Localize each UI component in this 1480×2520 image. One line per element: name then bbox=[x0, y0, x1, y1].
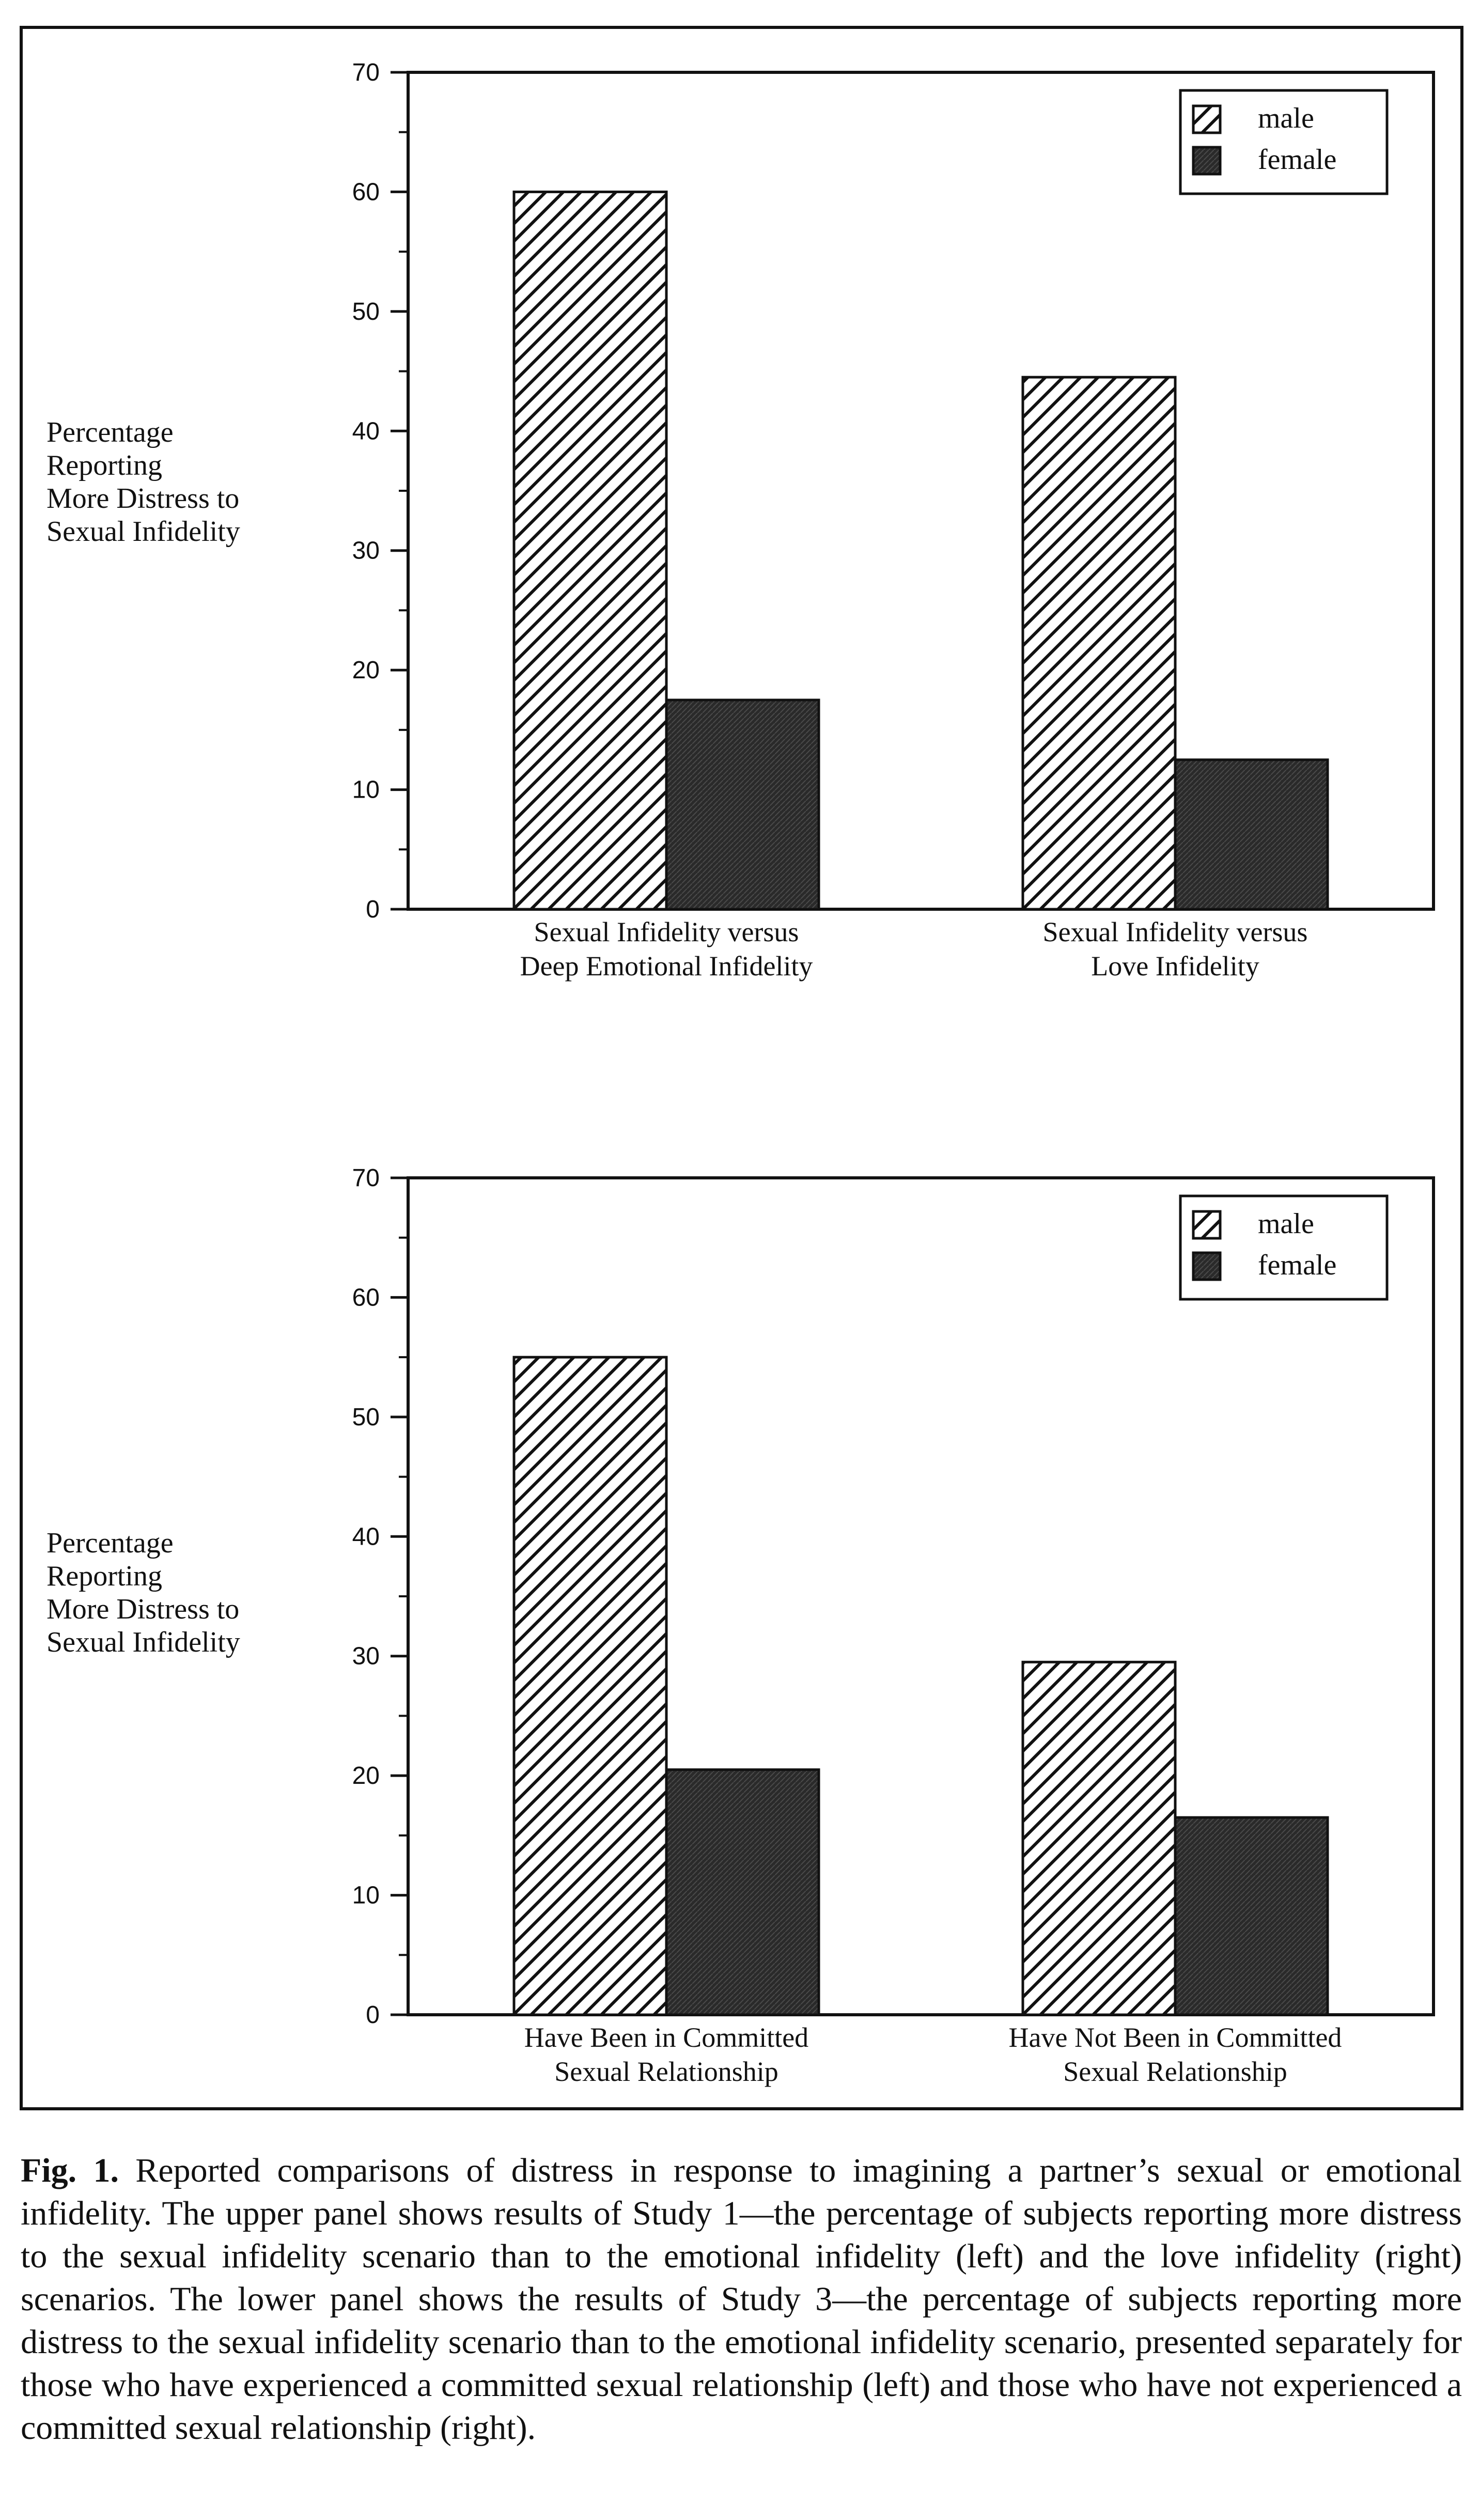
caption-text: Reported comparisons of distress in resp… bbox=[21, 2152, 1462, 2447]
legend: male female bbox=[1179, 89, 1389, 195]
bar-male-0 bbox=[512, 1356, 668, 2016]
legend-label-female: female bbox=[1258, 144, 1336, 176]
category-label-0: Sexual Infidelity versus Deep Emotional I… bbox=[520, 916, 813, 982]
y-tick-label: 10 bbox=[352, 1882, 380, 1909]
y-tick-label: 50 bbox=[352, 298, 380, 325]
y-tick-label: 50 bbox=[352, 1404, 380, 1431]
bar-male-0 bbox=[512, 190, 668, 911]
y-axis-label: Percentage Reporting More Distress to Se… bbox=[46, 416, 240, 548]
y-tick-label: 60 bbox=[352, 1284, 380, 1311]
legend-swatch-female bbox=[1192, 146, 1222, 176]
chart-panel-bottom: Percentage Reporting More Distress to Se… bbox=[0, 1106, 1480, 2190]
bar-female-1 bbox=[1174, 758, 1329, 911]
legend-swatch-male bbox=[1192, 1210, 1222, 1240]
y-axis-label: Percentage Reporting More Distress to Se… bbox=[46, 1527, 240, 1658]
y-tick-label: 30 bbox=[352, 1643, 380, 1670]
y-tick-label: 0 bbox=[366, 896, 380, 923]
bar-female-0 bbox=[665, 698, 820, 911]
figure-caption: Fig. 1. Reported comparisons of distress… bbox=[21, 2149, 1462, 2449]
bar-male-1 bbox=[1021, 376, 1177, 911]
y-tick-label: 40 bbox=[352, 1523, 380, 1550]
legend-swatch-male bbox=[1192, 104, 1222, 134]
legend-swatch-female bbox=[1192, 1251, 1222, 1281]
y-tick-label: 10 bbox=[352, 776, 380, 804]
y-tick-label: 70 bbox=[352, 59, 380, 86]
y-tick-label: 20 bbox=[352, 657, 380, 684]
legend-label-female: female bbox=[1258, 1249, 1336, 1281]
caption-label: Fig. 1. bbox=[21, 2152, 119, 2189]
bar-chart-bottom: 0 10 20 30 40 50 60 70 Have Been in Committed Sex… bbox=[352, 1164, 1435, 2087]
bar-female-1 bbox=[1174, 1816, 1329, 2016]
figure-frame bbox=[20, 26, 1463, 2110]
bar-male-1 bbox=[1021, 1660, 1177, 2016]
legend: male female bbox=[1179, 1194, 1389, 1301]
chart-panel-top: Percentage Reporting More Distress to Se… bbox=[0, 0, 1480, 1085]
y-tick-label: 60 bbox=[352, 178, 380, 206]
y-tick-label: 40 bbox=[352, 417, 380, 445]
y-tick-label: 0 bbox=[366, 2001, 380, 2029]
legend-label-male: male bbox=[1258, 102, 1314, 134]
category-label-1: Have Not Been in Committed Sexual Relatio… bbox=[1009, 2022, 1342, 2087]
legend-label-male: male bbox=[1258, 1208, 1314, 1240]
y-tick-label: 20 bbox=[352, 1762, 380, 1790]
category-label-0: Have Been in Committed Sexual Relationshi… bbox=[524, 2022, 808, 2087]
y-tick-label: 70 bbox=[352, 1164, 380, 1192]
category-label-1: Sexual Infidelity versus Love Infidelity bbox=[1043, 916, 1308, 982]
bar-female-0 bbox=[665, 1768, 820, 2016]
y-tick-label: 30 bbox=[352, 537, 380, 565]
bar-chart-top: 0 10 20 30 40 50 60 70 Sexual Infidelity versus D… bbox=[352, 59, 1435, 982]
